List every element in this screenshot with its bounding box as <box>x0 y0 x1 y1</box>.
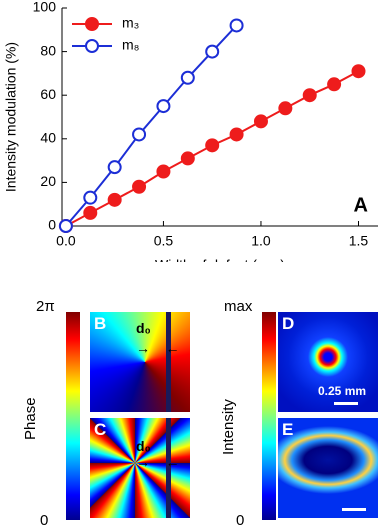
data-point <box>107 192 122 207</box>
data-point <box>156 99 171 114</box>
legend-label: m₈ <box>122 37 139 53</box>
phase-image-c: C d₀ → ← <box>90 418 190 518</box>
data-point <box>205 138 220 153</box>
scale-label: 0.25 mm <box>318 384 367 398</box>
intensity-image-d: D 0.25 mm <box>278 312 378 412</box>
x-tick-label: 1.0 <box>251 233 271 249</box>
data-point <box>302 88 317 103</box>
phase-label: Phase <box>22 397 39 440</box>
data-point <box>253 114 268 129</box>
panel-label: E <box>282 420 294 439</box>
data-point <box>132 127 147 142</box>
chart: 0 20 40 60 80 100 0.0 0.5 1.0 1.5 Width of defect … <box>3 0 378 262</box>
d0-label: d₀ <box>136 438 151 454</box>
intensity-max: max <box>224 298 253 315</box>
arrows: → ← <box>136 340 180 356</box>
data-point <box>58 219 73 233</box>
y-tick-label: 40 <box>40 130 56 146</box>
phase-colorbar <box>66 312 80 520</box>
panel-label: B <box>94 314 107 333</box>
intensity-min: 0 <box>236 512 245 529</box>
x-axis-title: Width of defect (mm) <box>155 257 285 262</box>
defect-line <box>166 418 171 518</box>
phase-image-b: B d₀ → ← <box>90 312 190 412</box>
y-tick-label: 60 <box>40 86 56 102</box>
arrows: → ← <box>136 454 180 470</box>
intensity-label: Intensity <box>220 399 237 455</box>
y-tick-label: 0 <box>48 217 56 233</box>
x-tick-label: 0.5 <box>154 233 174 249</box>
data-point <box>180 70 195 85</box>
y-tick-label: 20 <box>40 173 56 189</box>
y-tick-label: 100 <box>33 0 57 15</box>
phase-min: 0 <box>40 512 49 529</box>
data-point <box>327 77 342 92</box>
panel-label: C <box>94 420 107 439</box>
intensity-image-e: E <box>278 418 378 518</box>
panel-label: D <box>282 314 295 333</box>
data-point <box>156 164 171 179</box>
data-point <box>83 190 98 205</box>
data-point <box>83 205 98 220</box>
legend-marker <box>85 39 99 53</box>
scale-bar <box>342 508 366 511</box>
data-point <box>351 64 366 79</box>
scale-bar <box>334 402 358 405</box>
y-tick-label: 80 <box>40 42 56 58</box>
y-axis-title: Intensity modulation (%) <box>3 42 19 192</box>
data-point <box>278 101 293 116</box>
defect-line <box>166 312 171 412</box>
legend-marker <box>85 17 99 31</box>
phase-max: 2π <box>36 298 55 315</box>
data-point <box>229 127 244 142</box>
d0-label: d₀ <box>136 320 151 336</box>
data-point <box>205 44 220 59</box>
data-point <box>180 151 195 166</box>
legend-label: m₃ <box>122 15 139 31</box>
panel-label: A <box>354 194 368 216</box>
data-point <box>107 160 122 175</box>
intensity-colorbar <box>262 312 276 520</box>
x-tick-label: 0.0 <box>56 233 76 249</box>
data-point <box>229 18 244 33</box>
x-tick-label: 1.5 <box>349 233 369 249</box>
data-point <box>132 179 147 194</box>
